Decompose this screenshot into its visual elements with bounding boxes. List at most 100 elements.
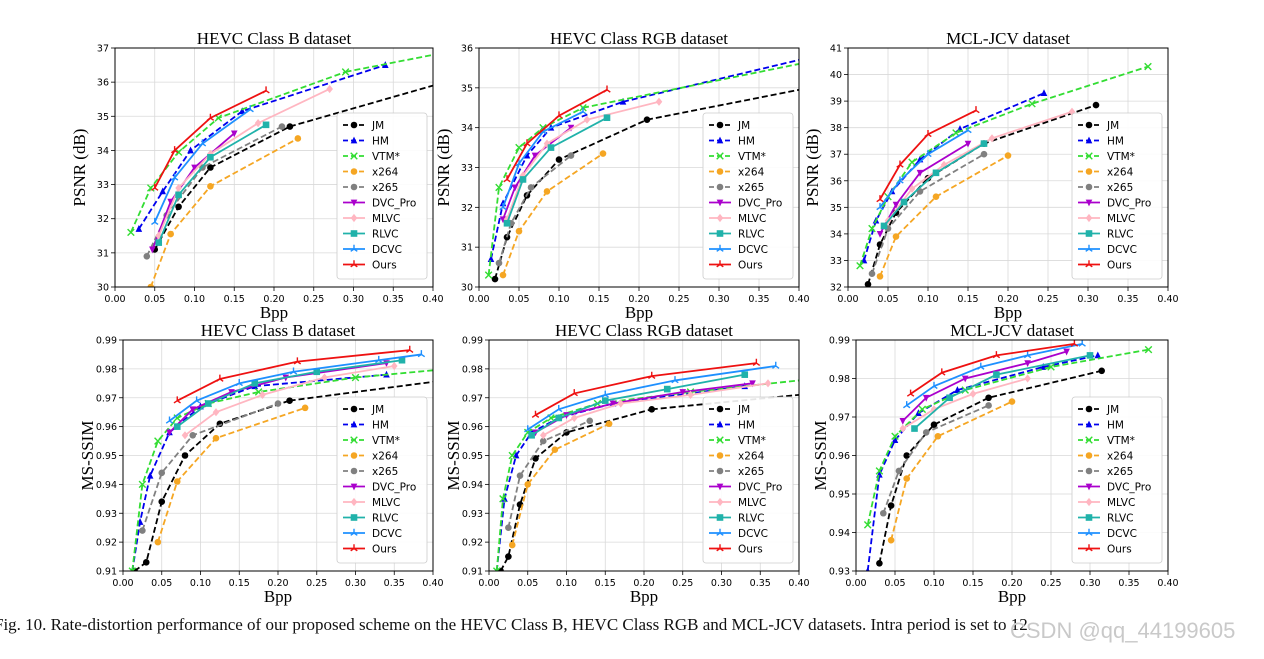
y-tick-label: 0.95 [462, 451, 483, 462]
legend-label: MLVC [372, 497, 400, 509]
series-RLVC-point [175, 191, 182, 199]
x-tick-label: 0.35 [384, 578, 405, 589]
legend-label: JM [1106, 404, 1119, 416]
series-MLVC-point [175, 183, 182, 193]
legend-VTM*-point [716, 152, 724, 160]
legend-label: x265 [372, 466, 398, 478]
legend-JM-point [1085, 121, 1093, 129]
series-x264-point [876, 273, 884, 280]
series-RLVC-point [932, 169, 940, 177]
legend-label: VTM* [372, 151, 400, 163]
series-RLVC-point [603, 114, 611, 122]
series-DCVC-point [499, 203, 507, 211]
legend-label: JM [371, 120, 384, 132]
legend-HM-point [350, 136, 358, 144]
series-DVC_Pro-point [567, 124, 575, 132]
series-RLVC-point [251, 380, 259, 387]
series-VTM*-point [341, 68, 350, 76]
x-tick-label: 0.00 [845, 578, 866, 589]
x-tick-label: 0.05 [151, 578, 172, 589]
legend-label: x265 [738, 466, 764, 478]
series-x265-point [278, 123, 286, 130]
x-axis-label: Bpp [260, 303, 288, 322]
legend-label: DVC_Pro [738, 197, 782, 209]
legend-label: HM [738, 419, 755, 431]
legend-box [336, 112, 428, 280]
series-DCVC-point [977, 362, 985, 370]
series-MLVC-point [908, 184, 916, 193]
series-Ours-point [906, 389, 915, 397]
series-MLVC-point [988, 134, 996, 143]
series-RLVC-point [555, 414, 563, 422]
series-RLVC-point [741, 371, 749, 378]
series-extension-JM [289, 380, 433, 402]
series-DCVC-point [930, 381, 938, 390]
series-MLVC-point [764, 379, 772, 388]
legend: JM HM VTM* x264 x265 DVC_Pro MLVC RLVC DCVC Ours [702, 112, 794, 280]
series-line-JM [867, 104, 1097, 285]
series-x264-point [212, 434, 220, 442]
legend-DCVC-point [1085, 528, 1093, 536]
y-axis-label: PSNR (dB) [70, 129, 89, 207]
legend-x265-point [716, 467, 724, 475]
series-DCVC-point [555, 405, 563, 413]
y-tick-label: 39 [830, 97, 842, 108]
series-line-HM [866, 354, 1098, 571]
y-tick-label: 31 [97, 248, 109, 259]
y-tick-label: 33 [97, 180, 109, 191]
chart-panel-1: 0.00 0.05 0.10 0.15 0.20 0.25 0.30 0.35 0.40 30 31… [70, 29, 444, 322]
x-tick-label: 0.05 [884, 578, 905, 589]
y-tick-label: 0.92 [96, 538, 117, 549]
series-VTM*-point [918, 405, 927, 414]
series-x264-point [605, 420, 613, 428]
legend-label: DCVC [738, 244, 768, 256]
series-x264-point [543, 188, 551, 195]
series-x264-point [1004, 152, 1012, 159]
series-VTM*-point [351, 373, 360, 382]
series-MLVC-point [583, 115, 591, 124]
legend-label: x264 [738, 166, 765, 178]
series-JM-point [903, 452, 910, 459]
series-VTM*-point [499, 495, 507, 503]
x-tick-label: 0.15 [229, 578, 250, 589]
series-line-RLVC [157, 124, 267, 243]
legend-Ours-point [1085, 544, 1093, 552]
series-VTM*-point [508, 451, 517, 460]
series-MLVC-point [940, 160, 948, 169]
x-tick-label: 0.25 [1040, 578, 1061, 589]
series-VTM*-point [863, 521, 872, 529]
x-tick-label: 0.05 [144, 294, 165, 305]
series-RLVC-point [911, 425, 918, 432]
series-VTM*-point [1144, 345, 1153, 354]
series-DVC_Pro-point [230, 130, 238, 138]
y-tick-label: 0.99 [829, 336, 850, 347]
x-tick-label: 0.05 [508, 294, 529, 305]
series-HM-point [187, 146, 194, 154]
x-tick-label: 0.20 [267, 578, 288, 589]
series-extension-VTM* [582, 63, 799, 109]
series-x265-point [922, 429, 930, 436]
legend-label: Ours [372, 259, 397, 271]
legend-label: JM [371, 404, 384, 416]
series-line-RLVC [883, 142, 985, 227]
series-line-JM [494, 118, 648, 280]
series-MLVC-point [539, 431, 547, 440]
series-HM-point [865, 567, 870, 571]
y-tick-label: 0.93 [462, 509, 483, 520]
series-x264-point [499, 271, 507, 279]
legend-label: Ours [738, 543, 763, 555]
series-DCVC-point [151, 217, 159, 226]
x-tick-label: 0.30 [711, 578, 732, 589]
x-tick-label: 0.40 [422, 294, 443, 305]
series-x264-point [154, 538, 162, 546]
y-tick-label: 0.97 [829, 413, 850, 424]
legend-HM-point [716, 136, 724, 144]
legend-HM-point [1085, 136, 1093, 144]
series-VTM*-point [856, 261, 864, 270]
series-DVC_Pro-point [609, 400, 617, 408]
chart-title: MCL-JCV dataset [950, 321, 1074, 340]
series-HM-point [523, 151, 531, 159]
series-line-x265 [871, 153, 985, 275]
series-JM-point [864, 281, 872, 287]
series-line-Ours [910, 342, 1075, 395]
